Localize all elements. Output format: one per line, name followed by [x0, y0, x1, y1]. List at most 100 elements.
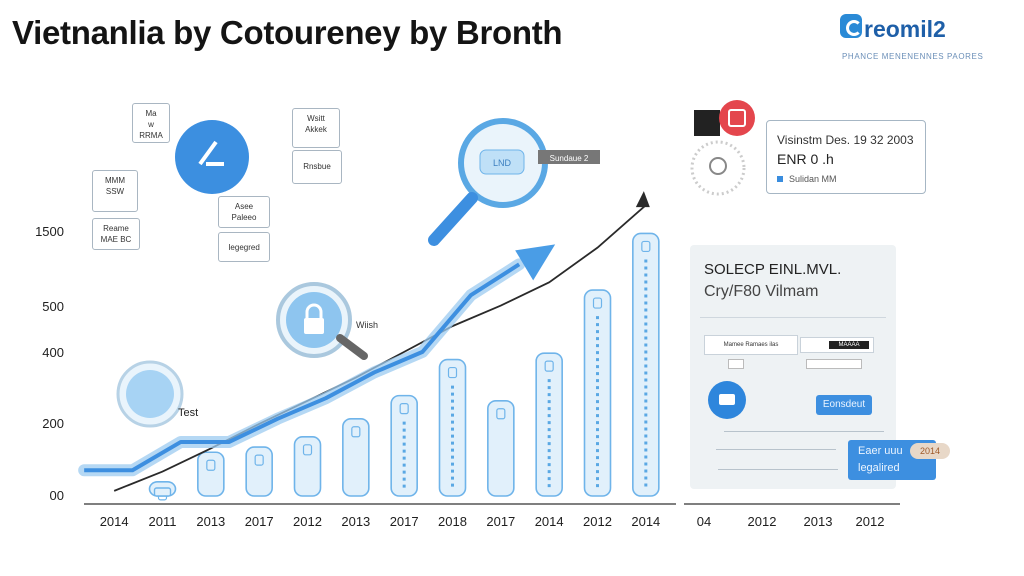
chart-title: Vietnanlia by Cotoureney by Bronth — [12, 14, 563, 51]
trend-arrowhead — [635, 191, 650, 208]
note-box-a-text: Ma w RRMA — [139, 109, 163, 140]
bar — [487, 399, 515, 497]
bar-glyph — [544, 360, 554, 372]
x-tick-label: 2017 — [486, 514, 515, 529]
bar-glyph — [399, 403, 409, 415]
y-axis: 00 200 400 500 1500 — [35, 224, 64, 503]
x-tick-label: 2014 — [631, 514, 660, 529]
bar — [583, 289, 612, 497]
note-box-g-text: Rnsbue — [303, 162, 331, 171]
panel-row-toggle[interactable] — [728, 359, 744, 369]
x-tick-label: 2013 — [196, 514, 225, 529]
y-tick-label: 500 — [42, 299, 64, 314]
logo-glyph-icon — [198, 140, 224, 166]
note-box-d: Asee Paleeo — [218, 196, 270, 228]
bar-glyph — [302, 444, 313, 456]
note-box-g: Rnsbue — [292, 150, 342, 184]
panel-row-chip: MAAAA — [829, 341, 869, 349]
x-axis: 2014 2011 2013 2017 2012 2013 2017 2018 2017 2014… — [84, 503, 900, 529]
test-bubble-inner — [126, 370, 174, 418]
x-tick-label: 2018 — [438, 514, 467, 529]
lock-handle — [336, 334, 368, 360]
decorations: LND Sundaue 2 Wiish Test — [116, 100, 755, 428]
note-box-c: Reame MAE BC — [92, 218, 140, 250]
note-box-e-text: Iegegred — [228, 243, 260, 252]
bar-series — [148, 232, 660, 501]
line-series — [78, 191, 650, 492]
brand-name: reomil2 — [864, 16, 946, 42]
bar — [535, 352, 563, 497]
x-tick-label-secondary: 2012 — [748, 514, 777, 529]
note-box-d-text: Asee Paleeo — [231, 202, 257, 222]
callout-tag — [538, 150, 600, 164]
alert-badge-icon — [719, 100, 755, 136]
note-box-e: Iegegred — [218, 232, 270, 262]
y-tick-label: 200 — [42, 416, 64, 431]
x-tick-label: 2014 — [100, 514, 129, 529]
bar-glyph — [496, 408, 506, 420]
x-tick-label-secondary: 2013 — [804, 514, 833, 529]
x-tick-label: 2011 — [149, 514, 177, 529]
panel-row-field[interactable]: MAAAA — [800, 337, 874, 353]
bar — [342, 417, 370, 497]
callout-tag-label: Sundaue 2 — [550, 154, 589, 163]
y-tick-label: 400 — [42, 345, 64, 360]
x-tick-label: 2012 — [293, 514, 322, 529]
series-arrowhead — [515, 244, 556, 281]
brand-mark-icon — [840, 14, 862, 38]
info-card-line2: ENR 0 .h — [777, 151, 834, 167]
panel-heading: SOLECP EINL.MVL. — [704, 261, 842, 278]
panel-row-field2[interactable] — [806, 359, 862, 369]
info-card-line3: Sulidan MM — [777, 174, 837, 184]
y-tick-label: 00 — [50, 488, 64, 503]
x-tick-label: 2014 — [535, 514, 564, 529]
bar-glyph — [254, 454, 264, 466]
brand-tagline: PHANCE MENENENNES PAORES — [842, 52, 984, 61]
panel-device-icon — [708, 381, 746, 419]
bar — [245, 446, 273, 497]
bar-glyph — [351, 426, 361, 438]
magnifier-handle — [428, 192, 478, 246]
bar-glyph — [641, 240, 651, 253]
note-box-c-text: Reame MAE BC — [100, 224, 132, 244]
note-box-f-text: Wsitt Akkek — [305, 114, 327, 134]
note-box-a: Ma w RRMA — [132, 103, 170, 143]
lock-label: Wiish — [356, 320, 378, 330]
lock-shackle — [305, 303, 323, 318]
bar — [390, 394, 418, 497]
floating-button-badge: 2014 — [910, 443, 950, 459]
panel-primary-button[interactable]: Eonsdeut — [816, 395, 872, 415]
magnifier-badge — [479, 149, 525, 175]
bulb-glyph — [709, 157, 727, 175]
test-label: Test — [178, 407, 198, 419]
bulb-icon — [690, 140, 746, 196]
panel-line-1 — [724, 431, 884, 432]
info-card: Visinstm Des. 19 32 2003 ENR 0 .h Sulida… — [766, 120, 926, 194]
y-tick-label: 1500 — [35, 224, 64, 239]
brand-logo-block: reomil2 PHANCE MENENENNES PAORES — [840, 14, 990, 68]
series-line — [84, 262, 521, 473]
qr-icon — [694, 110, 720, 136]
x-tick-label-secondary: 2012 — [856, 514, 885, 529]
x-tick-label: 2017 — [390, 514, 419, 529]
panel-subheading: Cry/F80 Vilmam — [704, 283, 819, 300]
bar — [153, 487, 172, 497]
x-tick-label: 2017 — [245, 514, 274, 529]
magnifier-label: LND — [493, 158, 512, 168]
x-tick-label: 2012 — [583, 514, 612, 529]
x-tick-label: 2013 — [341, 514, 370, 529]
bar — [197, 451, 225, 497]
bar-glyph — [592, 297, 603, 309]
bar-glyph — [206, 459, 216, 471]
bar-glyph — [447, 366, 458, 379]
floating-button-line1: Eaer uuu — [858, 445, 903, 457]
bar — [293, 435, 322, 497]
floating-action-button[interactable]: Eaer uuu legalired 2014 — [848, 440, 950, 480]
logo-circle-icon — [175, 120, 249, 194]
alert-badge-glyph — [728, 109, 746, 127]
panel-row-label: Mamee Ramaes ilas — [704, 335, 798, 355]
note-box-b: MMM SSW — [92, 170, 138, 212]
trend-line — [113, 204, 647, 492]
floating-button-line2: legalired — [858, 462, 900, 474]
